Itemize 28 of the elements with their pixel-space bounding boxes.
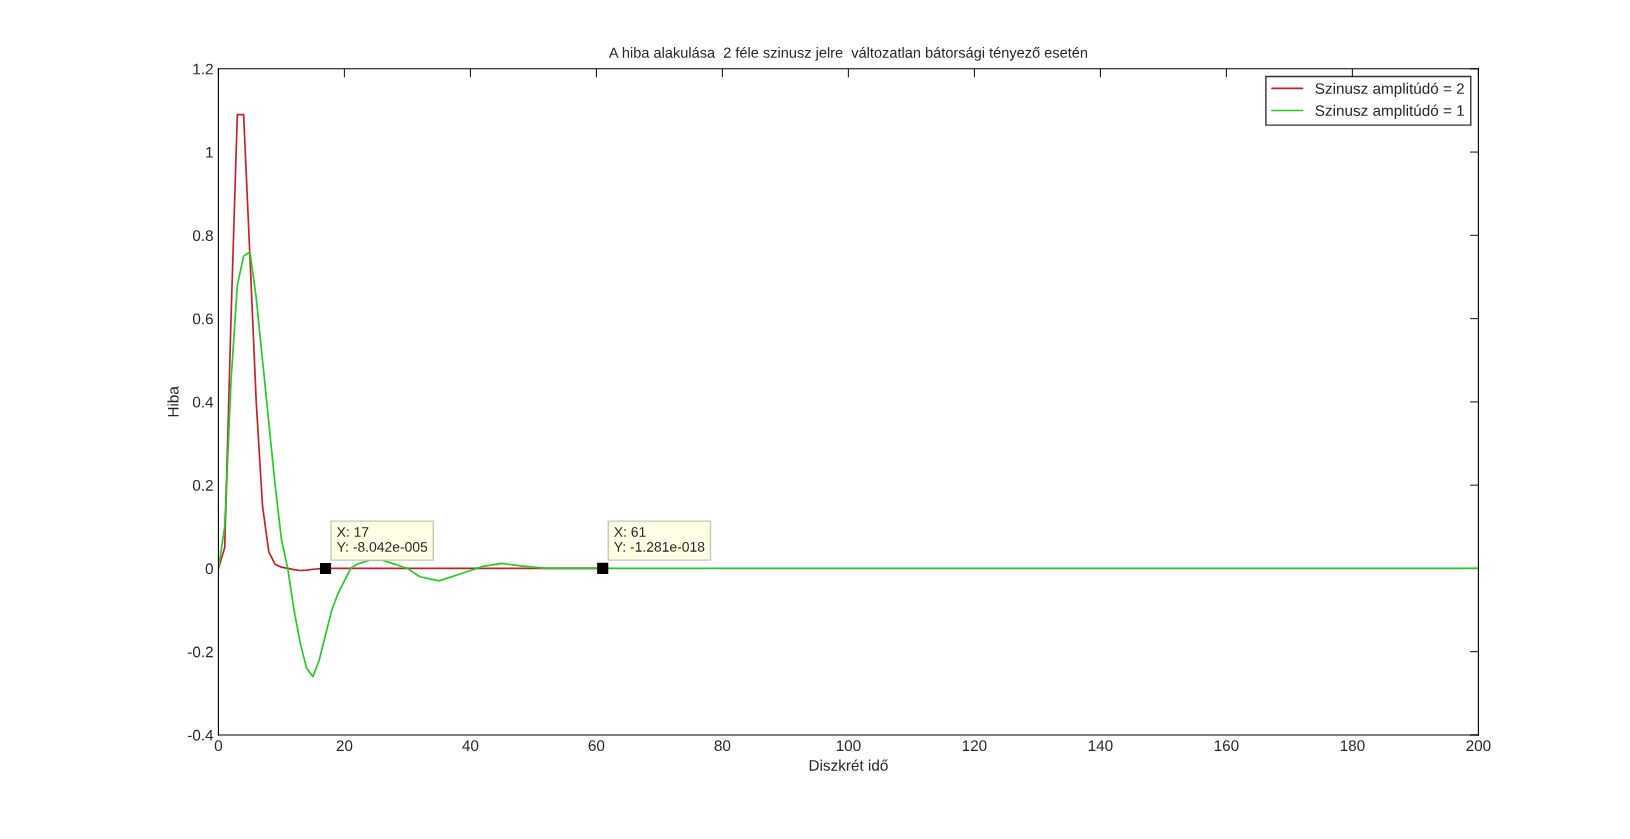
y-tick-label: 0.6 bbox=[192, 313, 213, 325]
x-tick-label: 200 bbox=[1466, 740, 1491, 752]
y-tick-label: 0 bbox=[205, 563, 213, 575]
annotation: X: 17 Y: -8.042e-005 bbox=[336, 527, 428, 552]
legend-label: Szinusz amplitúdó = 1 bbox=[1315, 104, 1464, 120]
x-tick-label: 60 bbox=[588, 740, 605, 752]
y-tick-label: 0.2 bbox=[192, 480, 213, 491]
x-tick-label: 180 bbox=[1340, 740, 1365, 752]
x-tick-label: 100 bbox=[836, 740, 861, 752]
chart-title: A hiba alakulása 2 féle szinusz jelre változatlan bátorsági tényező esetén bbox=[608, 46, 1088, 61]
x-tick-label: 40 bbox=[462, 740, 479, 752]
y-tick-label: 0.4 bbox=[192, 396, 214, 408]
y-tick-label: 1 bbox=[206, 147, 213, 158]
x-tick-label: 120 bbox=[962, 740, 987, 752]
x-tick-label: 80 bbox=[714, 740, 731, 752]
line-series bbox=[218, 251, 1479, 678]
y-tick-label: -0.2 bbox=[187, 646, 213, 658]
x-tick-label: 140 bbox=[1088, 740, 1113, 752]
x-tick-label: 160 bbox=[1214, 740, 1239, 752]
y-tick-label: -0.4 bbox=[187, 729, 214, 741]
annotation: X: 61 Y: -1.281e-018 bbox=[614, 526, 705, 552]
x-tick-label: 20 bbox=[336, 740, 353, 752]
x-axis-title: Diszkrét idő bbox=[809, 759, 888, 771]
legend-label: Szinusz amplitúdó = 2 bbox=[1315, 82, 1464, 97]
y-tick-label: 1.2 bbox=[193, 63, 213, 75]
x-tick-label: 0 bbox=[214, 740, 223, 752]
y-tick-label: 0.8 bbox=[192, 230, 213, 242]
y-axis-title: Hiba bbox=[167, 386, 179, 417]
